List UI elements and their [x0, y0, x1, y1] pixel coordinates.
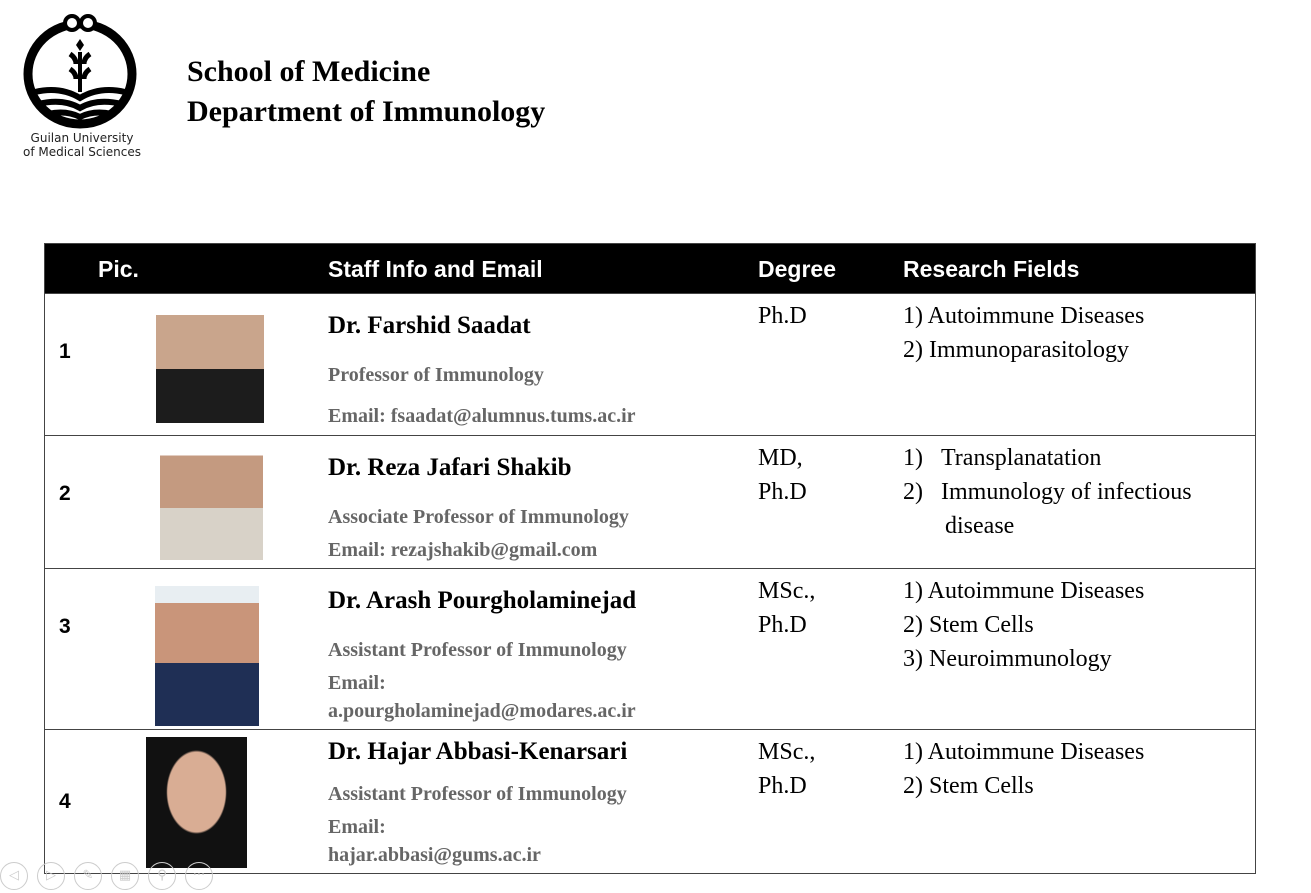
- school-title: School of Medicine: [187, 55, 431, 88]
- table-header: Pic. Staff Info and Email Degree Researc…: [45, 244, 1255, 293]
- col-degree: Degree: [758, 256, 836, 282]
- more-icon[interactable]: ···: [185, 862, 213, 890]
- next-icon[interactable]: ▷: [37, 862, 65, 890]
- research-list: 1) Autoimmune Diseases 2) Immunoparasitol…: [903, 299, 1144, 367]
- staff-email-label: Email:: [328, 816, 386, 838]
- row-number: 3: [59, 615, 71, 638]
- logo-text: Guilan University of Medical Sciences: [14, 131, 150, 159]
- staff-email[interactable]: Email: rezajshakib@gmail.com: [328, 539, 598, 561]
- staff-name: Dr. Farshid Saadat: [328, 312, 531, 339]
- staff-name: Dr. Arash Pourgholaminejad: [328, 587, 637, 614]
- table-row: 1 Dr. Farshid Saadat Professor of Immuno…: [45, 293, 1255, 435]
- staff-name: Dr. Reza Jafari Shakib: [328, 454, 572, 481]
- row-number: 4: [59, 790, 71, 813]
- staff-degree: MD, Ph.D: [758, 441, 807, 509]
- slides-icon[interactable]: ▦: [111, 862, 139, 890]
- degree-line: Ph.D: [758, 479, 807, 505]
- staff-position: Professor of Immunology: [328, 364, 544, 386]
- staff-name: Dr. Hajar Abbasi-Kenarsari: [328, 738, 628, 765]
- staff-degree: MSc., Ph.D: [758, 735, 815, 803]
- table-row: 3 Dr. Arash Pourgholaminejad Assistant P…: [45, 568, 1255, 729]
- page-title: School of Medicine Department of Immunolo…: [187, 52, 545, 132]
- staff-email[interactable]: Email: fsaadat@alumnus.tums.ac.ir: [328, 405, 636, 427]
- research-list: 1) Autoimmune Diseases 2) Stem Cells 3) Ne…: [903, 574, 1144, 676]
- staff-degree: Ph.D: [758, 299, 807, 333]
- pen-icon[interactable]: ✎: [74, 862, 102, 890]
- degree-line: Ph.D: [758, 612, 807, 638]
- research-item: 2) Immunology of infectious: [903, 479, 1192, 505]
- staff-position: Assistant Professor of Immunology: [328, 783, 627, 805]
- zoom-icon[interactable]: ⚲: [148, 862, 176, 890]
- research-item: 1) Autoimmune Diseases: [903, 739, 1145, 765]
- col-staff-info: Staff Info and Email: [328, 256, 543, 282]
- research-item: 3) Neuroimmunology: [903, 646, 1112, 672]
- degree-line: MD,: [758, 445, 803, 471]
- slideshow-controls: ◁ ▷ ✎ ▦ ⚲ ···: [0, 862, 213, 890]
- research-list: 1) Autoimmune Diseases 2) Stem Cells: [903, 735, 1144, 803]
- university-logo: [20, 14, 150, 164]
- staff-table: Pic. Staff Info and Email Degree Researc…: [44, 243, 1256, 874]
- staff-photo: [146, 737, 247, 868]
- research-item: 1) Transplanatation: [903, 445, 1102, 471]
- row-number: 2: [59, 482, 71, 505]
- previous-icon[interactable]: ◁: [0, 862, 28, 890]
- research-item: 1) Autoimmune Diseases: [903, 578, 1145, 604]
- staff-email-label: Email:: [328, 672, 386, 694]
- research-item: 2) Immunoparasitology: [903, 337, 1129, 363]
- table-row: 4 Dr. Hajar Abbasi-Kenarsari Assistant P…: [45, 729, 1255, 873]
- staff-photo: [155, 586, 259, 726]
- staff-position: Assistant Professor of Immunology: [328, 639, 627, 661]
- degree-line: MSc.,: [758, 739, 816, 765]
- staff-photo: [160, 444, 263, 560]
- logo-line-2: of Medical Sciences: [23, 145, 141, 159]
- department-title: Department of Immunology: [187, 95, 546, 128]
- staff-email[interactable]: a.pourgholaminejad@modares.ac.ir: [328, 700, 636, 722]
- research-item: 1) Autoimmune Diseases: [903, 303, 1145, 329]
- degree-line: Ph.D: [758, 773, 807, 799]
- table-row: 2 Dr. Reza Jafari Shakib Associate Profe…: [45, 435, 1255, 568]
- research-item: 2) Stem Cells: [903, 612, 1034, 638]
- staff-degree: MSc., Ph.D: [758, 574, 815, 642]
- research-item: disease: [903, 513, 1015, 539]
- staff-position: Associate Professor of Immunology: [328, 506, 629, 528]
- staff-email[interactable]: hajar.abbasi@gums.ac.ir: [328, 844, 541, 866]
- research-list: 1) Transplanatation 2) Immunology of infe…: [903, 441, 1192, 543]
- staff-photo: [156, 303, 264, 423]
- research-item: 2) Stem Cells: [903, 773, 1034, 799]
- degree-line: Ph.D: [758, 303, 807, 329]
- col-pic: Pic.: [98, 256, 139, 282]
- logo-line-1: Guilan University: [30, 131, 134, 145]
- col-research: Research Fields: [903, 256, 1080, 282]
- row-number: 1: [59, 340, 71, 363]
- degree-line: MSc.,: [758, 578, 816, 604]
